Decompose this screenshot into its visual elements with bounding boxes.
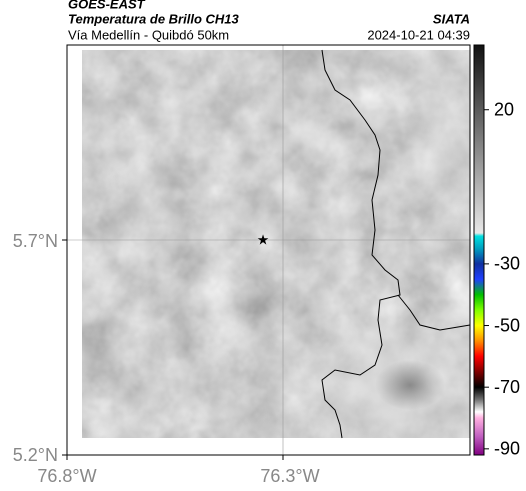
- colorbar: [473, 44, 485, 456]
- map-frame: [66, 44, 471, 456]
- colorbar-label: -50: [494, 315, 520, 335]
- title: Temperatura de Brillo CH13: [68, 11, 240, 26]
- colorbar-label: -30: [494, 254, 520, 274]
- border: [397, 294, 471, 331]
- subtitle: Vía Medellín - Quibdó 50km: [68, 27, 229, 42]
- source: GOES-EAST: [68, 0, 146, 11]
- colorbar-label: 20: [494, 99, 514, 119]
- colorbar-label: -90: [494, 439, 520, 459]
- agency: SIATA: [433, 11, 470, 26]
- timestamp: 2024-10-21 04:39: [367, 27, 470, 42]
- satellite-image: [82, 50, 470, 438]
- lon-label: 76.8°W: [37, 466, 96, 486]
- location-star: ★: [257, 232, 270, 248]
- lon-label: 76.3°W: [260, 466, 319, 486]
- colorbar-label: -70: [494, 377, 520, 397]
- lat-label: 5.2°N: [13, 445, 58, 465]
- lat-label: 5.7°N: [13, 231, 58, 251]
- border: [321, 49, 401, 439]
